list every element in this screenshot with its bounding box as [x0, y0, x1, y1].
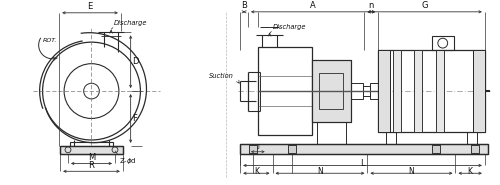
- Bar: [249, 145, 257, 153]
- Bar: [393, 50, 400, 132]
- Bar: [414, 50, 422, 132]
- Text: L: L: [360, 159, 365, 168]
- Bar: [386, 132, 396, 144]
- Bar: [66, 148, 117, 154]
- Bar: [312, 60, 351, 122]
- Bar: [249, 145, 257, 153]
- Text: Discharge: Discharge: [272, 24, 306, 30]
- Bar: [288, 145, 296, 153]
- Bar: [473, 50, 485, 132]
- Bar: [60, 146, 123, 154]
- Text: N: N: [408, 167, 414, 176]
- Text: ROT.: ROT.: [42, 38, 57, 43]
- Bar: [414, 50, 422, 132]
- Text: Suction: Suction: [208, 73, 234, 79]
- Bar: [60, 146, 123, 154]
- Bar: [70, 142, 113, 148]
- Bar: [432, 145, 440, 153]
- Bar: [471, 145, 479, 153]
- Bar: [288, 145, 296, 153]
- Bar: [370, 83, 378, 99]
- Text: Discharge: Discharge: [114, 21, 148, 26]
- Text: D: D: [132, 57, 138, 66]
- Text: K: K: [254, 167, 259, 176]
- Bar: [351, 83, 362, 99]
- Bar: [362, 86, 370, 96]
- Bar: [312, 60, 351, 122]
- Bar: [378, 50, 485, 132]
- Bar: [436, 50, 444, 132]
- Text: J: J: [257, 144, 259, 149]
- Text: K: K: [468, 167, 472, 176]
- Bar: [473, 50, 485, 132]
- Text: F: F: [132, 114, 137, 123]
- Bar: [432, 36, 454, 50]
- Bar: [378, 50, 390, 132]
- Bar: [436, 50, 444, 132]
- Bar: [471, 145, 479, 153]
- Bar: [378, 50, 390, 132]
- Bar: [432, 145, 440, 153]
- Text: Z-$\phi$d: Z-$\phi$d: [119, 156, 136, 166]
- Bar: [240, 144, 488, 154]
- Bar: [320, 73, 343, 109]
- Bar: [393, 50, 400, 132]
- Bar: [258, 47, 312, 135]
- Bar: [240, 144, 488, 154]
- Text: E: E: [88, 2, 92, 11]
- Text: n: n: [368, 1, 374, 10]
- Text: G: G: [422, 1, 428, 10]
- Text: B: B: [241, 1, 247, 10]
- Text: R: R: [88, 161, 94, 170]
- Text: M: M: [88, 153, 95, 162]
- Text: A: A: [310, 1, 316, 10]
- Bar: [467, 132, 477, 144]
- Text: N: N: [317, 167, 323, 176]
